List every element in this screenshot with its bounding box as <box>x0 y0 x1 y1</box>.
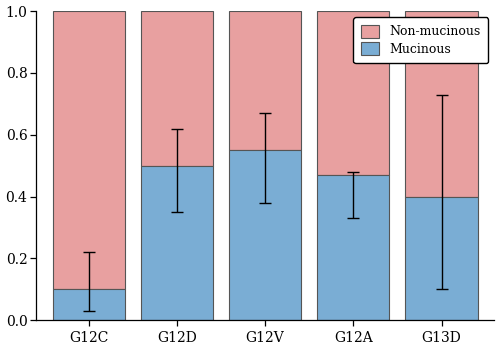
Bar <box>406 11 477 197</box>
Bar <box>317 175 390 320</box>
Bar <box>140 11 213 166</box>
Bar <box>140 166 213 320</box>
Bar <box>406 197 477 320</box>
Legend: Non-mucinous, Mucinous: Non-mucinous, Mucinous <box>353 17 488 63</box>
Bar <box>52 290 125 320</box>
Bar <box>52 11 125 290</box>
Bar <box>229 150 302 320</box>
Bar <box>317 11 390 175</box>
Bar <box>229 11 302 150</box>
